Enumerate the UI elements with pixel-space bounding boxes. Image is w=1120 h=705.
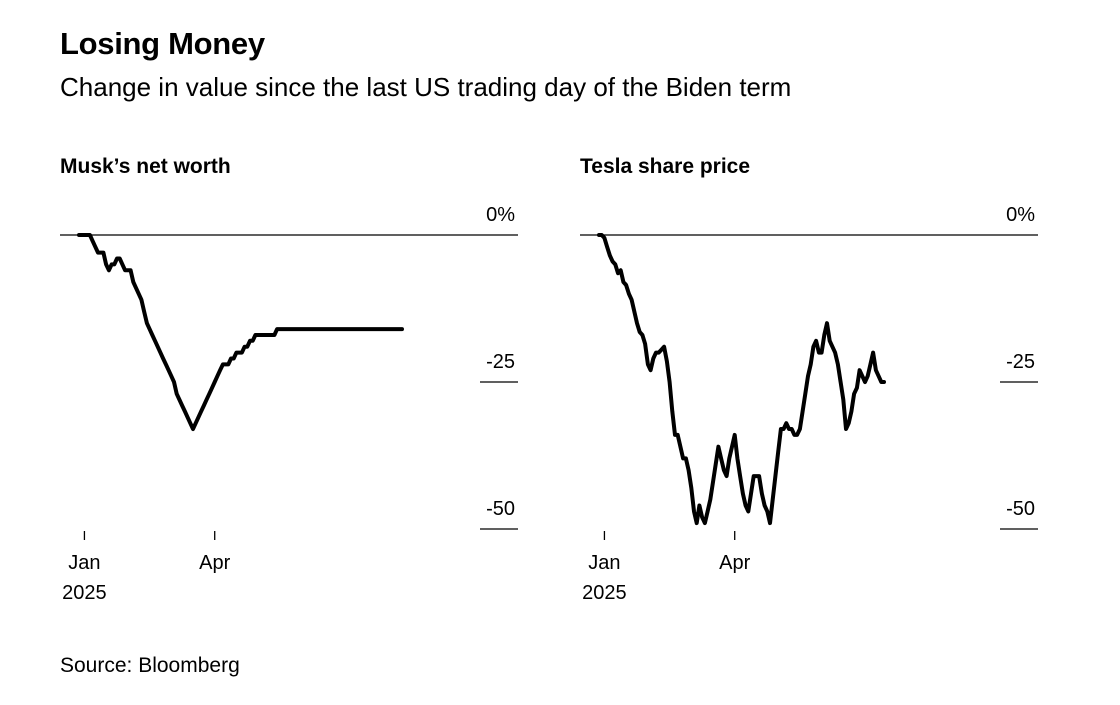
chart-subtitle: Change in value since the last US tradin…: [60, 72, 792, 102]
y-tick-label: -50: [1006, 498, 1035, 520]
panel-title-tesla: Tesla share price: [580, 155, 751, 178]
x-tick-sublabel: 2025: [582, 582, 627, 604]
panel-tesla-share-price: Tesla share price 0% -25 -50 Jan 2025 Apr: [520, 150, 1038, 620]
panel-musk-net-worth: Musk’s net worth 0% -25 -50 Jan 2025 Apr: [0, 150, 518, 620]
x-tick-label: Apr: [199, 552, 230, 574]
y-tick-label: 0%: [1006, 204, 1035, 226]
y-tick-label: 0%: [486, 204, 515, 226]
chart-musk-net-worth: 0% -25 -50 Jan 2025 Apr: [60, 204, 518, 604]
y-tick-label: -25: [1006, 351, 1035, 373]
x-tick-label: Apr: [719, 552, 750, 574]
x-tick-sublabel: 2025: [62, 582, 107, 604]
chart-tesla-share-price: 0% -25 -50 Jan 2025 Apr: [580, 204, 1038, 604]
x-tick-label: Jan: [588, 552, 620, 574]
chart-title: Losing Money: [60, 26, 265, 61]
series-line: [77, 233, 404, 431]
x-tick-label: Jan: [68, 552, 100, 574]
panel-title-musk: Musk’s net worth: [60, 155, 231, 178]
series-line: [597, 233, 886, 526]
y-tick-label: -25: [486, 351, 515, 373]
source-note: Source: Bloomberg: [60, 654, 240, 677]
y-tick-label: -50: [486, 498, 515, 520]
